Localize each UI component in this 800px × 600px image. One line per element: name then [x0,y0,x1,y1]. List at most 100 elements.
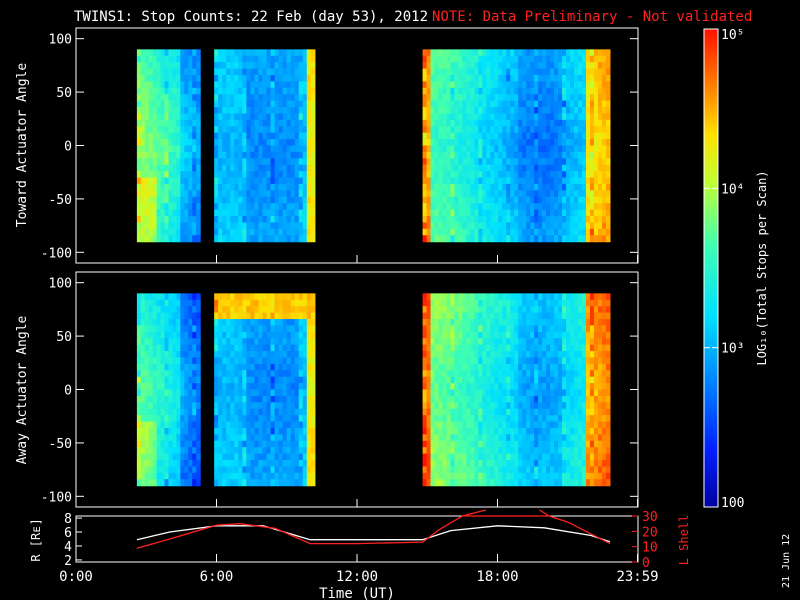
heatmap-cell [306,389,312,397]
heatmap-cell [430,158,436,166]
heatmap-cell [601,209,607,217]
heatmap-cell [526,453,531,461]
heatmap-cell [554,434,559,442]
heatmap-cell [474,203,479,211]
heatmap-cell [274,203,280,211]
heatmap-cell [454,55,460,63]
heatmap-cell [246,235,252,243]
heatmap-cell [558,408,563,416]
heatmap-cell [144,460,150,468]
heatmap-cell [474,427,479,435]
heatmap-cell [310,151,316,159]
heatmap-cell [562,376,567,384]
heatmap-cell [262,132,268,140]
heatmap-cell [510,408,515,416]
heatmap-cell [538,81,543,89]
heatmap-cell [226,415,231,423]
heatmap-cell [226,466,231,474]
heatmap-cell [140,62,146,70]
heatmap-cell [605,183,611,191]
heatmap-cell [196,222,201,230]
heatmap-cell [302,479,308,487]
heatmap-cell [426,383,432,391]
heatmap-cell [306,145,312,153]
heatmap-cell [589,132,595,140]
heatmap-cell [196,119,201,127]
heatmap-cell [482,434,487,442]
heatmap-cell [278,119,284,127]
heatmap-cell [514,306,519,314]
heatmap-cell [593,132,599,140]
heatmap-cell [144,331,150,339]
heatmap-cell [534,421,539,429]
heatmap-cell [250,344,256,352]
heatmap-cell [582,151,587,159]
heatmap-cell [506,100,511,108]
heatmap-cell [486,395,491,403]
heatmap-cell [506,376,511,384]
heatmap-cell [294,81,300,89]
heatmap-cell [542,389,547,397]
heatmap-cell [458,81,464,89]
heatmap-cell [168,331,174,339]
heatmap-cell [172,145,177,153]
heatmap-cell [506,447,511,455]
heatmap-cell [302,402,308,410]
heatmap-cell [534,119,539,127]
heatmap-cell [494,132,499,140]
heatmap-cell [144,119,150,127]
heatmap-cell [286,389,292,397]
heatmap-cell [188,235,193,243]
heatmap-cell [192,75,197,83]
heatmap-cell [164,466,170,474]
heatmap-cell [438,100,444,108]
heatmap-cell [192,472,197,480]
heatmap-cell [278,222,284,230]
heatmap-cell [458,222,464,230]
heatmap-cell [226,94,231,102]
heatmap-cell [474,196,479,204]
heatmap-cell [188,325,193,333]
heatmap-cell [494,331,499,339]
heatmap-cell [490,331,495,339]
heatmap-cell [290,171,296,179]
heatmap-cell [242,402,247,410]
heatmap-cell [550,113,555,121]
heatmap-cell [462,395,468,403]
heatmap-cell [278,68,284,76]
heatmap-cell [470,126,475,134]
heatmap-cell [176,126,181,134]
heatmap-cell [148,94,154,102]
heatmap-cell [188,370,193,378]
heatmap-cell [148,402,154,410]
heatmap-cell [430,357,436,365]
heatmap-cell [566,158,571,166]
heatmap-cell [454,344,460,352]
heatmap-cell [180,415,185,423]
heatmap-cell [156,376,162,384]
heatmap-cell [434,139,440,147]
heatmap-cell [558,434,563,442]
heatmap-cell [278,235,284,243]
heatmap-cell [605,209,611,217]
heatmap-cell [478,94,483,102]
heatmap-cell [140,190,146,198]
heatmap-cell [542,293,547,301]
heatmap-cell [526,55,531,63]
heatmap-cell [290,370,296,378]
heatmap-cell [180,383,185,391]
heatmap-cell [270,402,276,410]
heatmap-cell [490,389,495,397]
heatmap-cell [180,49,185,57]
heatmap-cell [498,228,503,236]
heatmap-cell [196,402,201,410]
heatmap-cell [164,299,170,307]
heatmap-cell [230,209,235,217]
heatmap-cell [478,171,483,179]
heatmap-cell [176,447,181,455]
heatmap-cell [430,363,436,371]
heatmap-cell [478,87,483,95]
heatmap-cell [302,87,308,95]
heatmap-cell [226,55,231,63]
heatmap-cell [274,376,280,384]
